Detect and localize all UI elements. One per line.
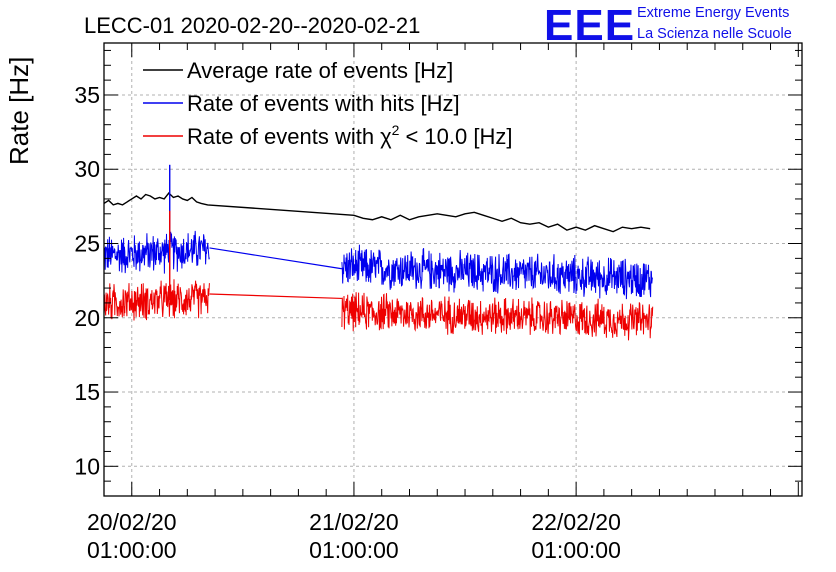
- series-line-average: [103, 191, 651, 233]
- y-axis-label: Rate [Hz]: [4, 57, 34, 165]
- legend-chi2-superscript: 2: [392, 122, 400, 138]
- series-run-day1: [103, 279, 210, 321]
- legend-label-chi2: Rate of events with χ2 < 10.0 [Hz]: [187, 122, 512, 149]
- y-tick-label: 25: [74, 231, 100, 257]
- series-chi2: [103, 210, 654, 341]
- logo-line-1: Extreme Energy Events: [637, 5, 789, 21]
- x-tick-label-date: 22/02/20: [531, 509, 621, 535]
- chart-title: LECC-01 2020-02-20--2020-02-21: [84, 13, 420, 38]
- series-gap-line: [209, 247, 343, 270]
- series-hits: [103, 164, 654, 300]
- grid: [104, 43, 802, 496]
- axis-ticks: 10152025303520/02/2001:00:0021/02/2001:0…: [74, 43, 802, 563]
- series-run-day1: [103, 230, 210, 274]
- legend-chi2-suffix: < 10.0 [Hz]: [405, 124, 512, 149]
- series-run-day2: [341, 292, 654, 341]
- logo-line-2: La Scienza nelle Scuole: [637, 26, 792, 42]
- y-tick-label: 30: [74, 156, 100, 182]
- series-group: [103, 164, 654, 341]
- legend-chi2-prefix: Rate of events with: [187, 124, 374, 149]
- x-tick-label-time: 01:00:00: [309, 537, 399, 563]
- legend-label-hits: Rate of events with hits [Hz]: [187, 91, 460, 116]
- series-run-day2: [341, 244, 654, 300]
- y-tick-label: 15: [74, 379, 100, 405]
- legend: Average rate of events [Hz] Rate of even…: [143, 58, 512, 149]
- logo-mark: EEE: [544, 1, 635, 50]
- eee-logo: EEE Extreme Energy Events La Scienza nel…: [544, 1, 792, 50]
- x-tick-label-date: 20/02/20: [87, 509, 177, 535]
- y-tick-label: 10: [74, 453, 100, 479]
- x-tick-label-time: 01:00:00: [87, 537, 177, 563]
- x-tick-label-time: 01:00:00: [531, 537, 621, 563]
- plot-frame-rect: [103, 42, 803, 497]
- legend-label-average: Average rate of events [Hz]: [187, 58, 453, 83]
- x-tick-label-date: 21/02/20: [309, 509, 399, 535]
- y-tick-label: 20: [74, 305, 100, 331]
- plot-frame: [103, 42, 803, 497]
- series-gap-line: [209, 293, 342, 300]
- y-tick-label: 35: [74, 82, 100, 108]
- legend-chi2-symbol: χ: [380, 124, 392, 149]
